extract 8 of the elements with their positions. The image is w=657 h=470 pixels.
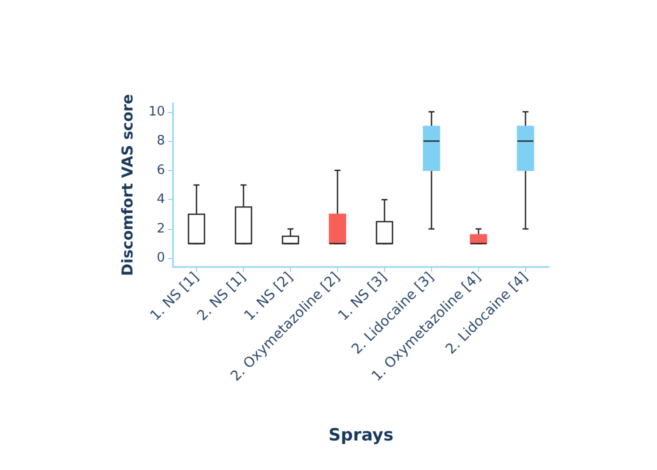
y-tick-label: 10: [148, 104, 165, 120]
x-axis-title: Sprays: [328, 426, 394, 446]
y-tick-label: 4: [156, 192, 165, 208]
y-tick-label: 2: [156, 221, 165, 236]
y-tick-label: 8: [156, 134, 165, 149]
y-tick-label: 6: [156, 162, 165, 178]
y-tick-label: 0: [156, 250, 165, 266]
y-axis-title: Discomfort VAS score: [118, 94, 136, 276]
